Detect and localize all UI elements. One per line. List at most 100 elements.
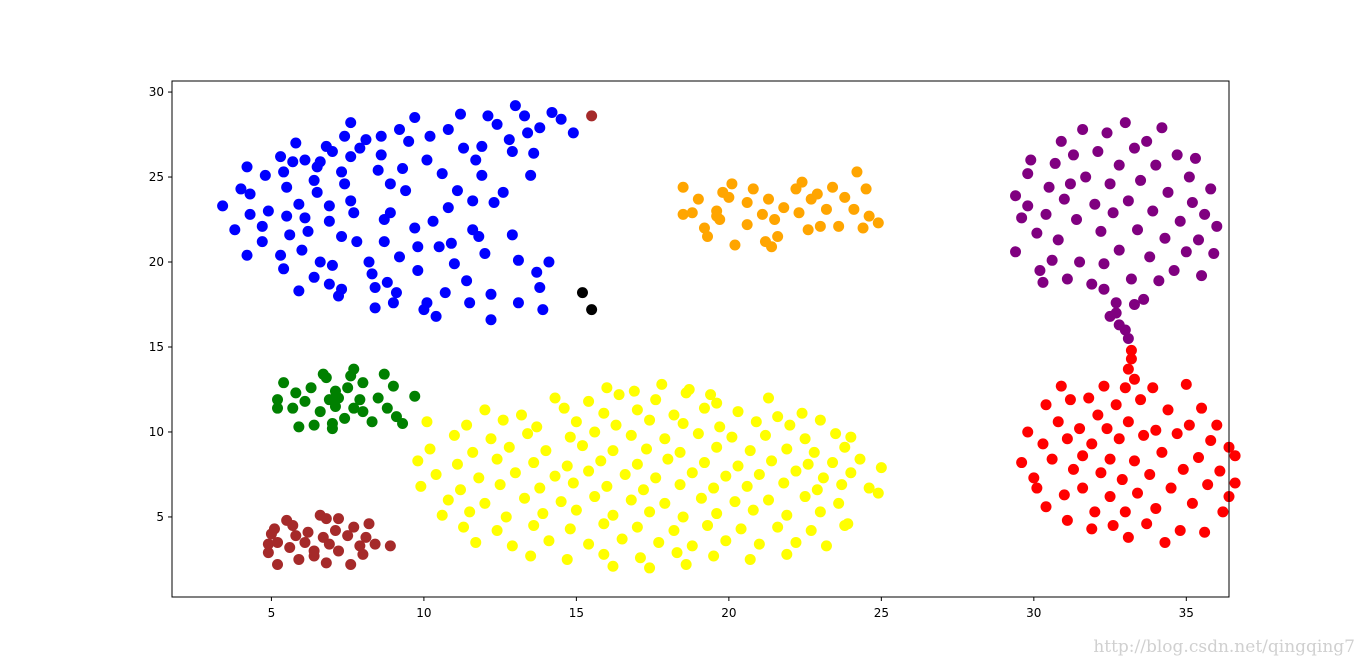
point bbox=[1028, 472, 1040, 484]
point bbox=[528, 457, 540, 469]
point bbox=[314, 406, 326, 418]
point bbox=[802, 224, 814, 236]
point bbox=[329, 400, 341, 412]
point bbox=[336, 283, 348, 295]
y-tick-label: 10 bbox=[149, 425, 164, 439]
x-tick-label: 5 bbox=[268, 606, 276, 620]
point bbox=[348, 402, 360, 414]
point bbox=[589, 491, 601, 503]
point bbox=[363, 518, 375, 530]
point bbox=[833, 497, 845, 509]
point bbox=[1089, 198, 1101, 210]
point bbox=[848, 203, 860, 215]
point bbox=[302, 225, 314, 237]
point bbox=[698, 457, 710, 469]
point bbox=[1147, 205, 1159, 217]
point bbox=[805, 525, 817, 537]
point bbox=[1052, 234, 1064, 246]
point bbox=[799, 491, 811, 503]
x-tick-label: 25 bbox=[874, 606, 889, 620]
point bbox=[644, 414, 656, 426]
point bbox=[1156, 446, 1168, 458]
point bbox=[845, 467, 857, 479]
point bbox=[1159, 232, 1171, 244]
point bbox=[451, 185, 463, 197]
point bbox=[363, 256, 375, 268]
point bbox=[476, 140, 488, 152]
point bbox=[1208, 248, 1220, 260]
point bbox=[1186, 197, 1198, 209]
point bbox=[1119, 382, 1131, 394]
point bbox=[628, 385, 640, 397]
point bbox=[503, 134, 515, 146]
point bbox=[1010, 190, 1022, 202]
point bbox=[747, 183, 759, 195]
point bbox=[272, 402, 284, 414]
point bbox=[1034, 265, 1046, 277]
point bbox=[336, 166, 348, 178]
point bbox=[677, 417, 689, 429]
point bbox=[1141, 518, 1153, 530]
point bbox=[714, 421, 726, 433]
point bbox=[467, 446, 479, 458]
point bbox=[668, 525, 680, 537]
point bbox=[1132, 224, 1144, 236]
point bbox=[814, 220, 826, 232]
point bbox=[750, 416, 762, 428]
point bbox=[1098, 258, 1110, 270]
point bbox=[772, 411, 784, 423]
point bbox=[491, 453, 503, 465]
point bbox=[430, 310, 442, 322]
point bbox=[366, 268, 378, 280]
point bbox=[1077, 123, 1089, 135]
point bbox=[677, 181, 689, 193]
point bbox=[1116, 474, 1128, 486]
point bbox=[564, 431, 576, 443]
point bbox=[814, 414, 826, 426]
point bbox=[290, 137, 302, 149]
point bbox=[1193, 451, 1205, 463]
point bbox=[275, 249, 287, 261]
point bbox=[287, 519, 299, 531]
point bbox=[1061, 433, 1073, 445]
x-tick-label: 30 bbox=[1026, 606, 1041, 620]
point bbox=[372, 392, 384, 404]
point bbox=[351, 236, 363, 248]
point bbox=[375, 130, 387, 142]
point bbox=[543, 256, 555, 268]
point bbox=[320, 513, 332, 525]
point bbox=[1098, 380, 1110, 392]
point bbox=[634, 552, 646, 564]
plot-area bbox=[217, 100, 1241, 574]
point bbox=[470, 154, 482, 166]
point bbox=[769, 214, 781, 226]
point bbox=[336, 231, 348, 243]
point bbox=[241, 249, 253, 261]
point bbox=[601, 480, 613, 492]
point bbox=[1074, 423, 1086, 435]
point bbox=[1077, 450, 1089, 462]
point bbox=[525, 550, 537, 562]
point bbox=[543, 535, 555, 547]
point bbox=[302, 526, 314, 538]
point bbox=[1083, 392, 1095, 404]
point bbox=[759, 236, 771, 248]
point bbox=[1110, 307, 1122, 319]
point bbox=[1186, 497, 1198, 509]
point bbox=[235, 183, 247, 195]
point bbox=[686, 467, 698, 479]
point bbox=[488, 197, 500, 209]
point bbox=[400, 185, 412, 197]
point bbox=[512, 254, 524, 266]
point bbox=[259, 169, 271, 181]
point bbox=[339, 130, 351, 142]
point bbox=[445, 237, 457, 249]
point bbox=[299, 212, 311, 224]
point bbox=[314, 256, 326, 268]
point bbox=[442, 202, 454, 214]
point bbox=[830, 428, 842, 440]
series bbox=[412, 378, 887, 574]
point bbox=[763, 193, 775, 205]
point bbox=[759, 429, 771, 441]
